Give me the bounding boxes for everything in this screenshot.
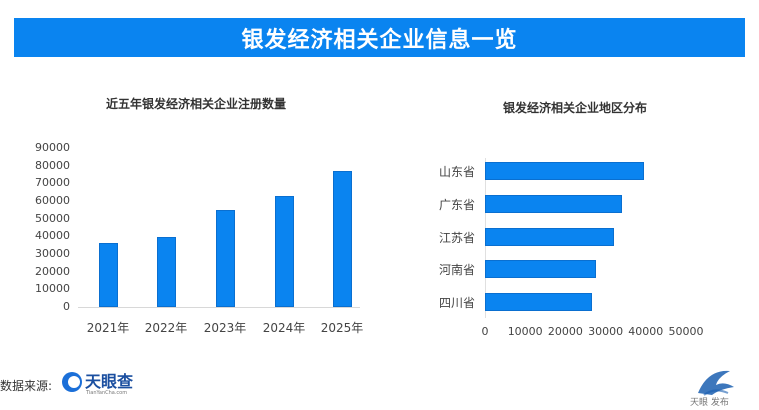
y-tick-label: 10000: [35, 282, 70, 296]
bar-山东省: [485, 162, 644, 180]
y-tick-label: 河南省: [438, 263, 475, 277]
logo-icon: [62, 372, 82, 392]
title-banner: 银发经济相关企业信息一览: [14, 18, 745, 57]
page-title: 银发经济相关企业信息一览: [241, 27, 518, 53]
x-tick-label: 2023年: [203, 321, 247, 335]
y-tick-label: 80000: [35, 158, 70, 172]
bar-2021年: [99, 243, 118, 307]
tianyancha-logo: 天眼查 TianYanCha.com: [62, 372, 134, 396]
bar-四川省: [485, 293, 592, 311]
y-tick-label: 70000: [35, 176, 70, 190]
logo-name: 天眼查: [85, 372, 134, 391]
x-axis-line: [78, 307, 360, 308]
y-tick-label: 50000: [35, 211, 70, 225]
bar-2022年: [157, 237, 176, 307]
x-tick-label: 30000: [588, 325, 624, 338]
x-tick-label: 40000: [628, 325, 664, 338]
y-tick-label: 20000: [35, 264, 70, 278]
bar-江苏省: [485, 228, 614, 246]
y-tick-label: 60000: [35, 194, 70, 207]
x-tick-label: 0: [481, 325, 489, 338]
y-tick-label: 40000: [35, 229, 70, 243]
bar-河南省: [485, 260, 596, 278]
y-tick-label: 30000: [35, 247, 70, 260]
bar-广东省: [485, 195, 622, 213]
x-tick-label: 20000: [547, 325, 583, 338]
y-tick-label: 江苏省: [438, 231, 475, 245]
logo-subtitle: TianYanCha.com: [86, 390, 128, 396]
y-tick-label: 四川省: [438, 296, 475, 310]
x-tick-label: 50000: [668, 325, 704, 338]
watermark-text: 天眼 发布: [690, 398, 729, 408]
x-tick-label: 2022年: [144, 321, 188, 335]
right-chart-title: 银发经济相关企业地区分布: [503, 101, 648, 115]
x-tick-label: 2021年: [86, 321, 130, 335]
y-tick-label: 0: [63, 300, 70, 313]
x-tick-label: 10000: [507, 325, 543, 338]
x-tick-label: 2024年: [262, 321, 306, 335]
bar-2025年: [333, 170, 352, 307]
y-tick-label: 山东省: [438, 165, 475, 179]
y-tick-label: 90000: [35, 141, 70, 154]
y-tick-label: 广东省: [438, 198, 475, 212]
watermark-bird-icon: [698, 370, 734, 396]
bar-2023年: [216, 209, 235, 307]
left-chart-title: 近五年银发经济相关企业注册数量: [106, 97, 287, 111]
bar-2024年: [275, 195, 294, 307]
source-label: 数据来源:: [0, 379, 53, 393]
x-tick-label: 2025年: [320, 321, 364, 335]
